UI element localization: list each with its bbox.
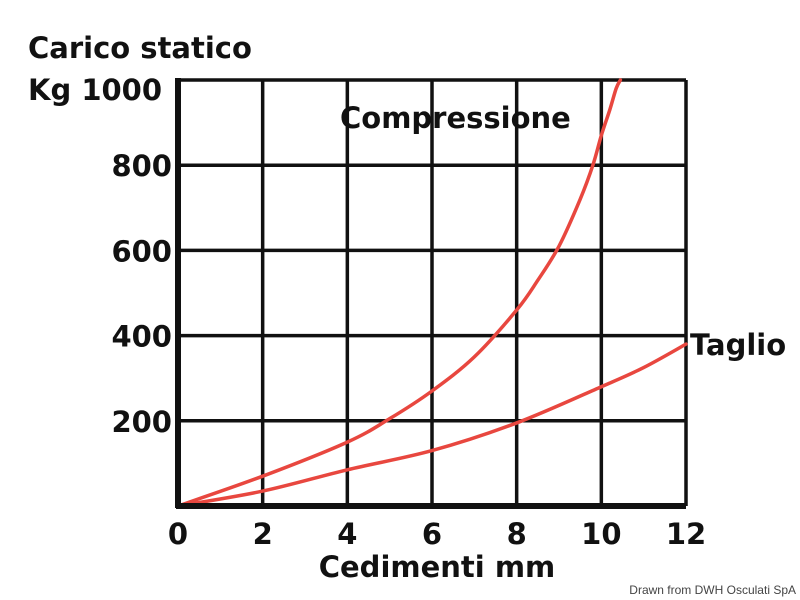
x-tick-label-4: 4 [337,517,357,551]
series-line-taglio [176,342,688,508]
x-tick-label-12: 12 [666,517,706,551]
credit-text: Drawn from DWH Osculati SpA [629,583,796,597]
grid [178,78,688,506]
x-axis-title: Cedimenti mm [319,550,556,584]
x-tick-label-10: 10 [581,517,621,551]
series-label-taglio: Taglio [690,328,786,362]
axes [175,78,686,509]
y-tick-label-800: 800 [111,149,172,183]
series-label-compressione: Compressione [340,101,571,135]
y-tick-label-600: 600 [111,234,172,268]
x-tick-label-0: 0 [168,517,188,551]
series-line-compressione [176,78,623,508]
y-tick-label-200: 200 [111,405,172,439]
y-tick-label-400: 400 [111,320,172,354]
x-tick-label-6: 6 [422,517,442,551]
series-layer [176,78,688,508]
y-axis-title-line2: Kg 1000 [28,73,162,107]
x-tick-label-2: 2 [253,517,273,551]
y-axis-title-line1: Carico statico [28,31,252,65]
x-tick-label-8: 8 [507,517,527,551]
tick-labels: 0 2 4 6 8 10 12 200 400 600 800 [111,149,706,551]
